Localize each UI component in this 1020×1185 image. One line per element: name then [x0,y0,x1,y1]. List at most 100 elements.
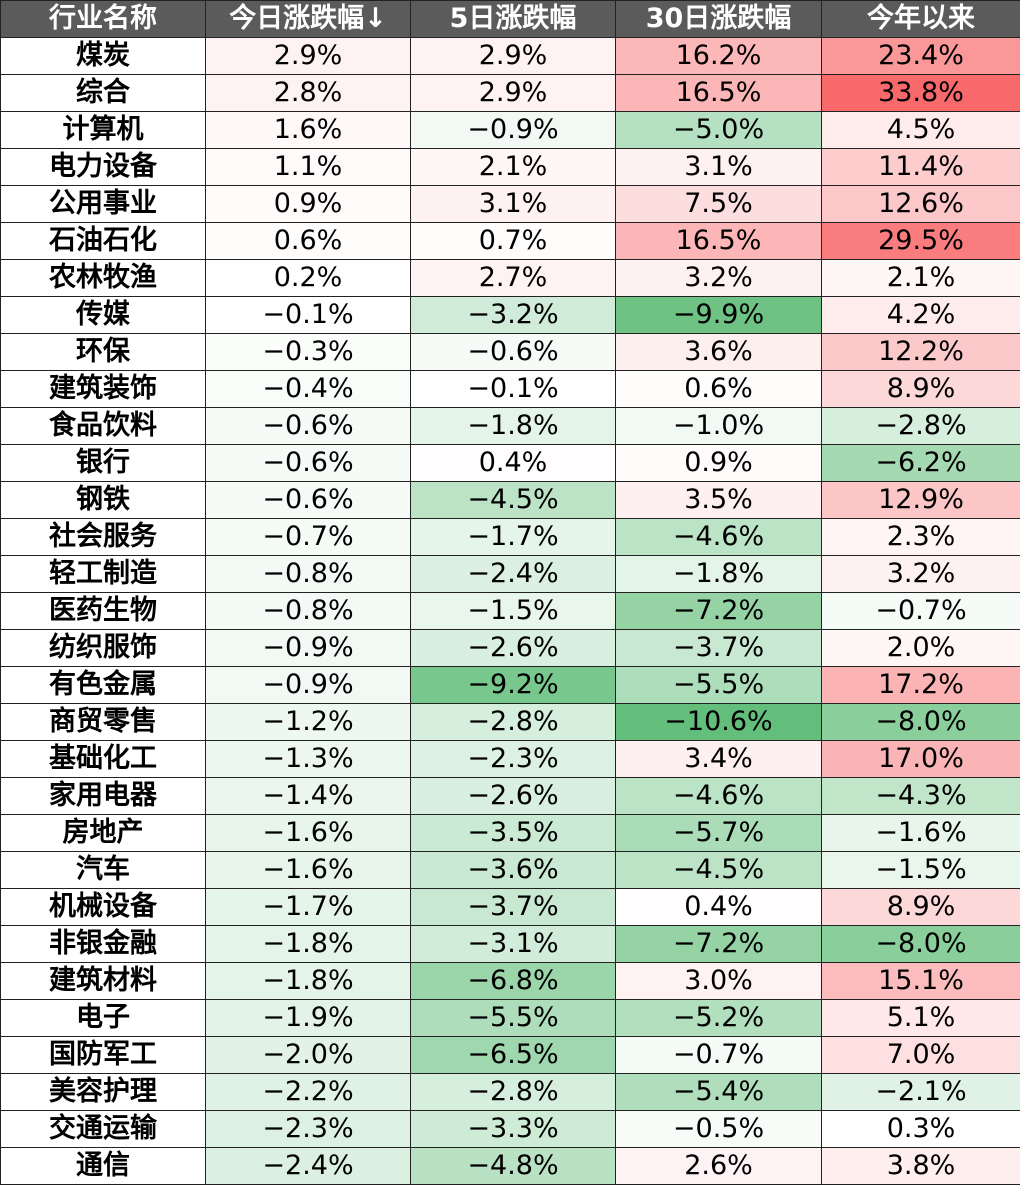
change-cell: −5.4% [615,1073,822,1111]
industry-name: 农林牧渔 [0,259,206,297]
industry-name: 食品饮料 [0,407,206,445]
change-cell: −1.9% [205,999,411,1037]
change-cell: −3.7% [615,629,822,667]
change-cell: −5.7% [615,814,822,852]
change-cell: −5.5% [615,666,822,704]
change-cell: −2.8% [821,407,1020,445]
change-cell: 0.4% [410,444,616,482]
change-cell: 0.9% [205,185,411,223]
change-cell: −9.9% [615,296,822,334]
change-cell: −7.2% [615,925,822,963]
change-cell: −3.6% [410,851,616,889]
industry-name: 国防军工 [0,1036,206,1074]
change-cell: −0.7% [821,592,1020,630]
change-cell: 16.5% [615,74,822,112]
industry-name: 基础化工 [0,740,206,778]
change-cell: −2.8% [410,1073,616,1111]
change-cell: 3.0% [615,962,822,1000]
table-row: 石油石化 0.6% 0.7% 16.5% 29.5% [0,222,1020,260]
change-cell: −1.2% [205,703,411,741]
change-cell: −0.9% [205,666,411,704]
change-cell: −3.5% [410,814,616,852]
table-row: 综合 2.8% 2.9% 16.5% 33.8% [0,74,1020,112]
change-cell: 3.1% [410,185,616,223]
change-cell: 11.4% [821,148,1020,186]
change-cell: 0.6% [205,222,411,260]
industry-name: 综合 [0,74,206,112]
change-cell: 12.6% [821,185,1020,223]
table-row: 汽车 −1.6% −3.6% −4.5% −1.5% [0,851,1020,889]
change-cell: 15.1% [821,962,1020,1000]
change-cell: −3.3% [410,1110,616,1148]
change-cell: 0.9% [615,444,822,482]
industry-name: 建筑装饰 [0,370,206,408]
industry-name: 煤炭 [0,37,206,75]
change-cell: −5.5% [410,999,616,1037]
table-row: 医药生物 −0.8% −1.5% −7.2% −0.7% [0,592,1020,630]
industry-name: 纺织服饰 [0,629,206,667]
change-cell: 3.2% [615,259,822,297]
industry-name: 社会服务 [0,518,206,556]
change-cell: −5.2% [615,999,822,1037]
change-cell: −1.6% [205,814,411,852]
change-cell: −1.0% [615,407,822,445]
change-cell: 23.4% [821,37,1020,75]
table-row: 有色金属 −0.9% −9.2% −5.5% 17.2% [0,666,1020,704]
change-cell: −0.7% [205,518,411,556]
industry-name: 环保 [0,333,206,371]
change-cell: 2.3% [821,518,1020,556]
change-cell: −3.2% [410,296,616,334]
change-cell: 8.9% [821,888,1020,926]
change-cell: 5.1% [821,999,1020,1037]
industry-name: 传媒 [0,296,206,334]
change-cell: −0.1% [205,296,411,334]
change-cell: −2.4% [410,555,616,593]
table-row: 计算机 1.6% −0.9% −5.0% 4.5% [0,111,1020,149]
table-row: 建筑装饰 −0.4% −0.1% 0.6% 8.9% [0,370,1020,408]
change-cell: −3.7% [410,888,616,926]
change-cell: −1.8% [615,555,822,593]
change-cell: −2.3% [205,1110,411,1148]
change-cell: 3.5% [615,481,822,519]
change-cell: 2.9% [410,37,616,75]
change-cell: 3.8% [821,1147,1020,1185]
change-cell: −1.8% [410,407,616,445]
table-row: 交通运输 −2.3% −3.3% −0.5% 0.3% [0,1110,1020,1148]
industry-name: 轻工制造 [0,555,206,593]
change-cell: −4.5% [615,851,822,889]
change-cell: 0.7% [410,222,616,260]
change-cell: 17.2% [821,666,1020,704]
table-row: 煤炭 2.9% 2.9% 16.2% 23.4% [0,37,1020,75]
change-cell: −4.6% [615,518,822,556]
change-cell: 16.5% [615,222,822,260]
change-cell: −0.3% [205,333,411,371]
table-row: 通信 −2.4% −4.8% 2.6% 3.8% [0,1147,1020,1185]
table-row: 电子 −1.9% −5.5% −5.2% 5.1% [0,999,1020,1037]
change-cell: −0.9% [410,111,616,149]
industry-name: 公用事业 [0,185,206,223]
table-row: 商贸零售 −1.2% −2.8% −10.6% −8.0% [0,703,1020,741]
change-cell: 7.5% [615,185,822,223]
change-cell: 1.1% [205,148,411,186]
table-row: 国防军工 −2.0% −6.5% −0.7% 7.0% [0,1036,1020,1074]
change-cell: 0.6% [615,370,822,408]
industry-name: 非银金融 [0,925,206,963]
industry-name: 建筑材料 [0,962,206,1000]
change-cell: 4.2% [821,296,1020,334]
change-cell: −1.3% [205,740,411,778]
change-cell: 1.6% [205,111,411,149]
change-cell: −1.5% [410,592,616,630]
industry-name: 银行 [0,444,206,482]
change-cell: −0.5% [615,1110,822,1148]
table-row: 公用事业 0.9% 3.1% 7.5% 12.6% [0,185,1020,223]
table-row: 非银金融 −1.8% −3.1% −7.2% −8.0% [0,925,1020,963]
industry-name: 计算机 [0,111,206,149]
industry-name: 通信 [0,1147,206,1185]
change-cell: 2.1% [410,148,616,186]
change-cell: −7.2% [615,592,822,630]
table-row: 食品饮料 −0.6% −1.8% −1.0% −2.8% [0,407,1020,445]
change-cell: −0.1% [410,370,616,408]
change-cell: 3.4% [615,740,822,778]
change-cell: −2.8% [410,703,616,741]
